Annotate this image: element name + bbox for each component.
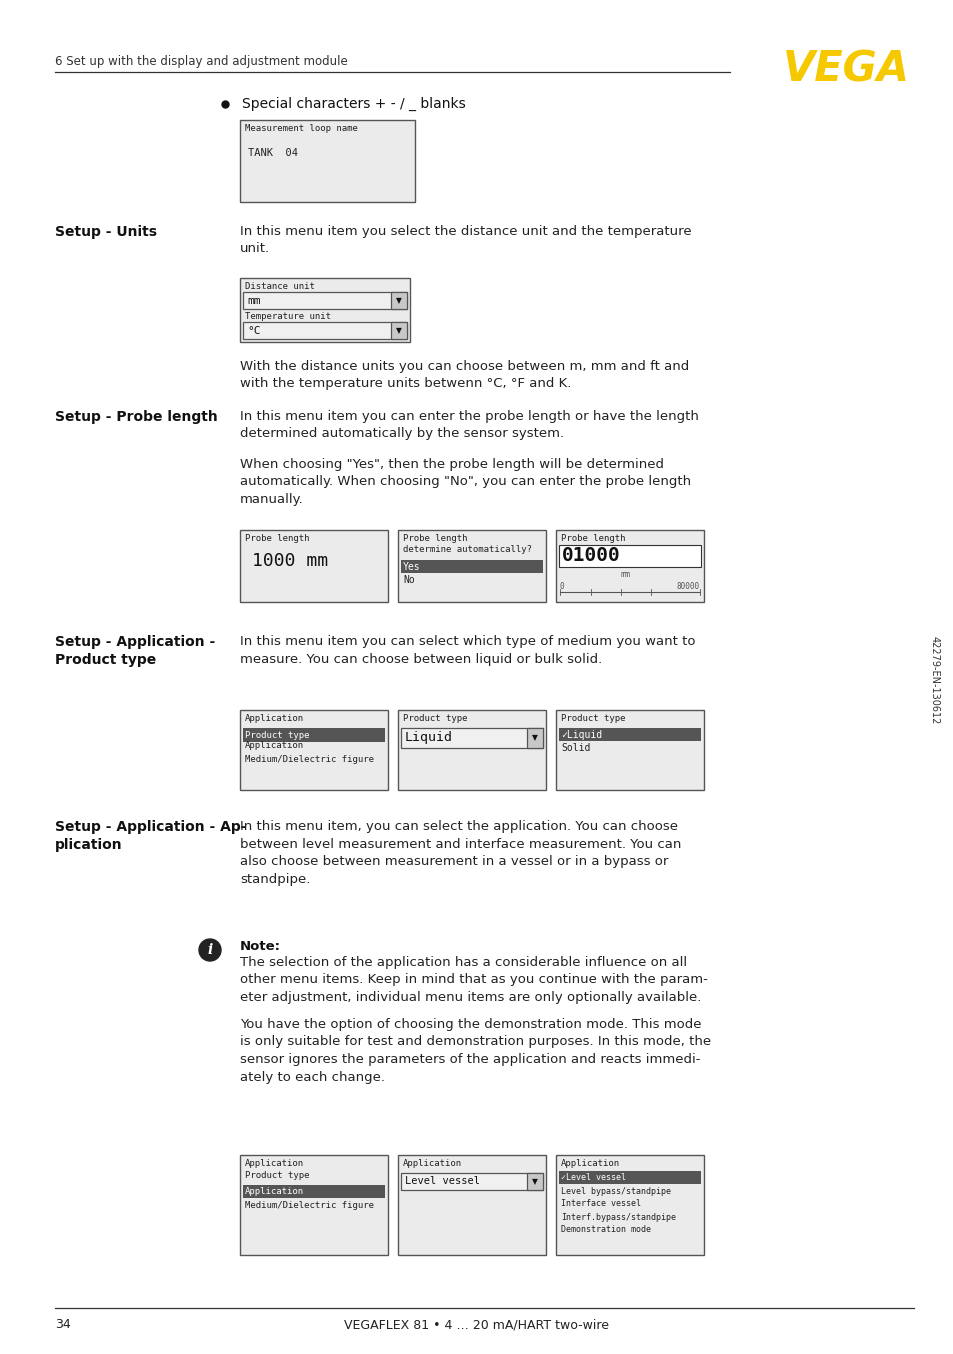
Text: Application: Application [245,742,304,750]
Text: Setup - Units: Setup - Units [55,225,157,240]
Bar [240,121,415,202]
Text: VEGAFLEX 81 • 4 … 20 mA/HART two-wire: VEGAFLEX 81 • 4 … 20 mA/HART two-wire [344,1319,609,1331]
Text: 80000: 80000 [677,582,700,590]
Text: You have the option of choosing the demonstration mode. This mode
is only suitab: You have the option of choosing the demo… [240,1018,710,1083]
Text: i: i [207,942,213,957]
Text: Medium/Dielectric figure: Medium/Dielectric figure [245,756,374,765]
Text: Application: Application [560,1159,619,1169]
Text: VEGA: VEGA [782,47,909,89]
Bar [397,709,545,789]
Bar [240,278,410,343]
Text: Medium/Dielectric figure: Medium/Dielectric figure [245,1201,374,1209]
Text: 42279-EN-130612: 42279-EN-130612 [929,636,939,724]
Bar [400,561,542,573]
Text: Temperature unit: Temperature unit [245,311,331,321]
Bar [556,1155,703,1255]
Bar [400,1173,542,1190]
Text: Interf.bypass/standpipe: Interf.bypass/standpipe [560,1212,676,1221]
Text: 1000 mm: 1000 mm [252,552,328,570]
Bar [526,1173,542,1190]
Text: Product type: Product type [560,714,625,723]
Text: The selection of the application has a considerable influence on all
other menu : The selection of the application has a c… [240,956,707,1005]
Text: Distance unit: Distance unit [245,282,314,291]
Text: Product type: Product type [245,1170,309,1179]
Text: No: No [402,575,415,585]
Text: °C: °C [247,325,260,336]
Text: Probe length: Probe length [560,533,625,543]
Text: Product type: Product type [55,653,156,668]
Bar [558,546,700,567]
Text: Special characters + - / _ blanks: Special characters + - / _ blanks [242,97,465,111]
Bar [240,709,388,789]
Text: 6 Set up with the display and adjustment module: 6 Set up with the display and adjustment… [55,56,348,69]
Text: ▼: ▼ [395,326,401,334]
Bar [556,529,703,603]
Text: ▼: ▼ [532,1177,537,1186]
Bar [391,322,407,338]
Text: Application: Application [245,714,304,723]
Text: ▼: ▼ [395,297,401,305]
Bar [556,709,703,789]
Text: Demonstration mode: Demonstration mode [560,1225,650,1235]
Text: Setup - Application -: Setup - Application - [55,635,215,649]
Text: In this menu item you select the distance unit and the temperature
unit.: In this menu item you select the distanc… [240,225,691,256]
Bar [400,728,542,747]
Text: Interface vessel: Interface vessel [560,1200,640,1209]
Text: TANK  04: TANK 04 [248,148,297,158]
Text: In this menu item you can select which type of medium you want to
measure. You c: In this menu item you can select which t… [240,635,695,666]
Text: Note:: Note: [240,940,281,953]
Bar [397,1155,545,1255]
Text: In this menu item, you can select the application. You can choose
between level : In this menu item, you can select the ap… [240,821,680,886]
Text: Yes: Yes [402,562,420,571]
Text: Solid: Solid [560,743,590,753]
Text: Product type: Product type [402,714,467,723]
Text: ✓Level vessel: ✓Level vessel [560,1174,625,1182]
Bar [243,1185,385,1198]
Text: Level bypass/standpipe: Level bypass/standpipe [560,1186,670,1196]
Bar [558,1171,700,1183]
Text: 0: 0 [559,582,564,590]
Text: Liquid: Liquid [405,731,453,745]
Text: Probe length
determine automatically?: Probe length determine automatically? [402,533,532,554]
Text: mm: mm [247,295,260,306]
Bar [558,728,700,741]
Bar [397,529,545,603]
Text: ▼: ▼ [532,734,537,742]
Text: When choosing "Yes", then the probe length will be determined
automatically. Whe: When choosing "Yes", then the probe leng… [240,458,690,506]
Text: Setup - Application - Ap-: Setup - Application - Ap- [55,821,246,834]
Bar [240,1155,388,1255]
Text: plication: plication [55,838,123,852]
Text: 34: 34 [55,1319,71,1331]
Text: In this menu item you can enter the probe length or have the length
determined a: In this menu item you can enter the prob… [240,410,699,440]
Bar [243,292,407,309]
Bar [391,292,407,309]
Bar [240,529,388,603]
Text: Setup - Probe length: Setup - Probe length [55,410,217,424]
Text: Application: Application [245,1187,304,1197]
Text: Measurement loop name: Measurement loop name [245,125,357,133]
Text: With the distance units you can choose between m, mm and ft and
with the tempera: With the distance units you can choose b… [240,360,688,390]
Text: Application: Application [245,1159,304,1169]
Text: Product type: Product type [245,731,309,739]
Bar [526,728,542,747]
Text: mm: mm [620,570,630,580]
Text: Level vessel: Level vessel [405,1177,479,1186]
Bar [243,728,385,742]
Text: 01000: 01000 [561,546,620,565]
Text: Probe length: Probe length [245,533,309,543]
Circle shape [199,940,221,961]
Text: Application: Application [402,1159,461,1169]
Text: ✓Liquid: ✓Liquid [560,730,601,741]
Bar [243,322,407,338]
